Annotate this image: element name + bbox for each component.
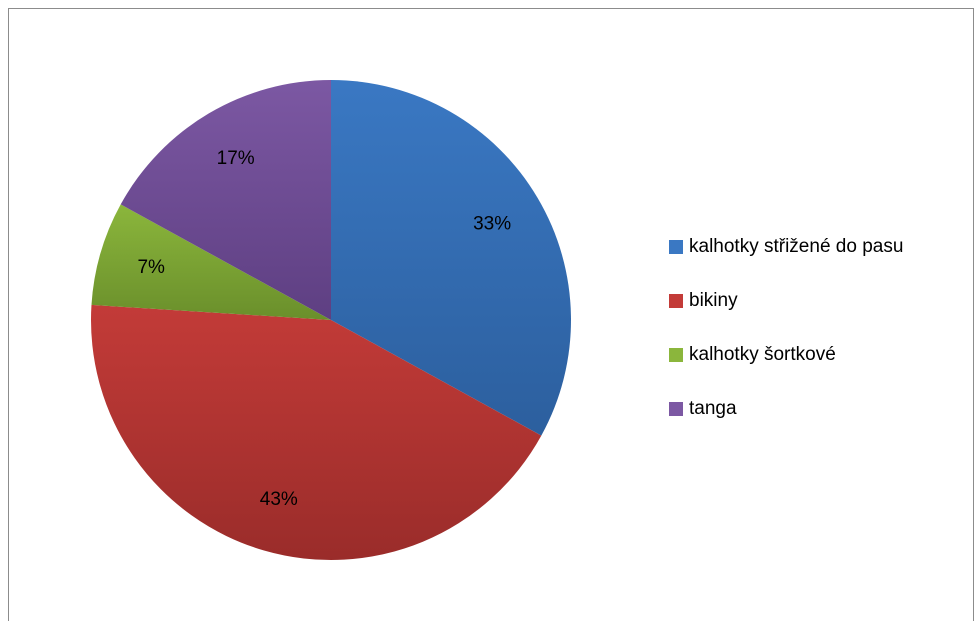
pie-chart: 33% 43% 7% 17% — [90, 80, 571, 560]
legend-item-kalhotky-sortkove: kalhotky šortkové — [669, 345, 903, 365]
legend-swatch — [669, 294, 683, 308]
pie-slice-0 — [331, 80, 571, 436]
legend-item-bikiny: bikiny — [669, 291, 903, 311]
pie-slice-1 — [90, 304, 542, 560]
pie-slice-2 — [91, 204, 331, 320]
slice-data-label: 43% — [260, 489, 298, 510]
legend-item-tanga: tanga — [669, 399, 903, 419]
legend-swatch — [669, 240, 683, 254]
chart-frame: 33% 43% 7% 17% kalhotky střižené do pasu bi… — [8, 8, 974, 621]
legend: kalhotky střižené do pasu bikiny kalhotk… — [669, 237, 903, 453]
legend-swatch — [669, 402, 683, 416]
legend-item-kalhotky-strizene: kalhotky střižené do pasu — [669, 237, 903, 257]
legend-label: kalhotky střižené do pasu — [689, 236, 904, 257]
slice-data-label: 17% — [217, 148, 255, 169]
legend-label: kalhotky šortkové — [689, 344, 836, 365]
legend-label: bikiny — [689, 290, 738, 311]
slice-data-label: 33% — [473, 214, 511, 235]
pie-slice-3 — [120, 80, 331, 320]
legend-swatch — [669, 348, 683, 362]
slice-data-label: 7% — [137, 257, 165, 278]
legend-label: tanga — [689, 398, 737, 419]
